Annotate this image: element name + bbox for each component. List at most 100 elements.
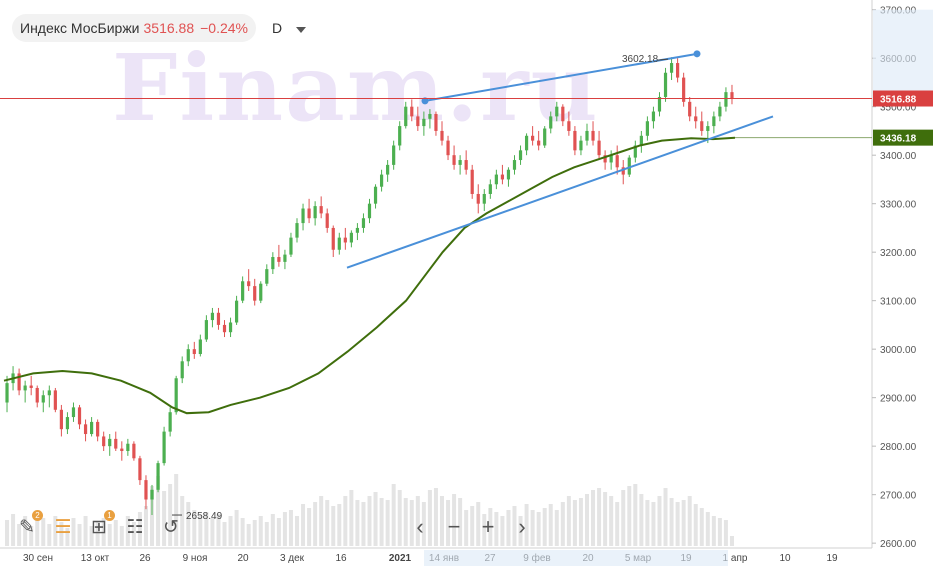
candle-body	[627, 157, 631, 175]
draw-count-badge: 2	[32, 510, 43, 521]
volume-bar	[361, 502, 366, 546]
candle-body	[470, 169, 474, 194]
candle-body	[676, 63, 680, 78]
volume-bar	[137, 512, 142, 546]
candle-body	[609, 155, 613, 163]
zoom-out-button[interactable]: −	[442, 514, 466, 540]
candle-body	[59, 409, 63, 430]
candle-body	[633, 145, 637, 158]
volume-bar	[162, 491, 167, 546]
volume-bar	[186, 502, 191, 546]
candle-body	[222, 324, 227, 333]
y-tick-label: 3100.00	[880, 297, 917, 308]
candle-body	[186, 349, 190, 362]
candle-body	[114, 438, 118, 449]
candle-body	[259, 283, 263, 301]
y-tick-label: 2900.00	[880, 394, 917, 405]
candle-body	[452, 155, 456, 165]
x-tick-label: 2021	[389, 553, 412, 564]
reset-button[interactable]: ↺	[158, 514, 184, 540]
candle-body	[694, 116, 698, 122]
candle-body	[96, 421, 100, 437]
candle-body	[241, 281, 245, 301]
volume-bar	[452, 494, 457, 546]
candle-body	[156, 463, 160, 490]
volume-bar	[174, 474, 179, 546]
volume-bar	[95, 522, 100, 546]
candle-body	[89, 421, 94, 435]
volume-bar	[597, 488, 602, 546]
volume-bar	[421, 502, 426, 546]
volume-bar	[433, 488, 438, 546]
x-tick-label: 20	[237, 553, 249, 564]
candle-body	[428, 113, 432, 119]
candle-body	[71, 407, 76, 418]
draw-tool-button[interactable]: ✎ 2	[14, 510, 43, 540]
candle-body	[561, 106, 565, 122]
candle-body	[295, 223, 299, 238]
candle-body	[585, 130, 589, 141]
volume-bar	[53, 516, 58, 546]
candle-body	[355, 227, 360, 233]
candle-body	[65, 417, 70, 430]
candle-body	[198, 339, 202, 355]
candle-body	[537, 140, 541, 146]
x-tick-label: 10	[779, 553, 791, 564]
settings-button[interactable]: ☷	[122, 514, 148, 540]
last-price-label: 3516.88	[880, 95, 917, 106]
volume-bar	[591, 490, 596, 546]
x-tick-label: 3 дек	[280, 553, 305, 564]
scroll-left-button[interactable]: ‹	[408, 514, 432, 540]
candle-body	[476, 193, 480, 204]
candle-body	[724, 92, 728, 107]
candle-body	[524, 135, 529, 151]
volume-bar	[47, 524, 52, 546]
volume-bar	[258, 516, 263, 546]
candle-body	[277, 257, 281, 262]
candle-body	[645, 121, 650, 136]
volume-bar	[41, 518, 46, 546]
add-indicator-button[interactable]: ⊞ 1	[86, 510, 115, 540]
volume-bar	[35, 512, 40, 546]
zoom-in-button[interactable]: +	[476, 514, 500, 540]
volume-bar	[391, 484, 396, 546]
volume-bar	[621, 490, 626, 546]
volume-bar	[615, 502, 620, 546]
volume-bar	[723, 520, 728, 546]
volume-bar	[542, 508, 547, 546]
volume-bar	[403, 498, 408, 546]
ticker-change: −0.24%	[200, 20, 248, 36]
moving-average-line	[3, 136, 736, 415]
candle-body	[150, 489, 154, 500]
candle-body	[325, 213, 329, 228]
volume-bar	[192, 510, 197, 546]
candle-body	[615, 155, 619, 168]
chevron-right-icon: ›	[518, 514, 526, 539]
candle-body	[386, 164, 390, 175]
candle-body	[440, 130, 444, 141]
volume-bar	[476, 502, 481, 546]
y-tick-label: 3200.00	[880, 248, 917, 259]
y-tick-label: 3000.00	[880, 345, 917, 356]
volume-bar	[699, 508, 704, 546]
candle-body	[361, 218, 366, 228]
candle-body	[506, 169, 511, 180]
candle-body	[120, 448, 124, 452]
volume-bar	[83, 516, 88, 546]
ticker-name: Индекс МосБиржи	[20, 20, 140, 36]
period-selector[interactable]: D	[272, 20, 283, 36]
volume-bar	[65, 528, 70, 546]
candle-body	[47, 390, 51, 396]
plus-icon: +	[481, 514, 495, 539]
ticker-selector[interactable]: Индекс МосБиржи 3516.88 −0.24%	[12, 14, 256, 42]
chevron-down-icon[interactable]	[296, 27, 306, 33]
volume-bar	[446, 500, 451, 546]
volume-bar	[566, 496, 571, 546]
volume-bar	[627, 486, 632, 546]
volume-bar	[5, 520, 10, 546]
scroll-right-button[interactable]: ›	[510, 514, 534, 540]
volume-bar	[264, 522, 269, 546]
layers-button[interactable]: ☰	[50, 514, 76, 540]
